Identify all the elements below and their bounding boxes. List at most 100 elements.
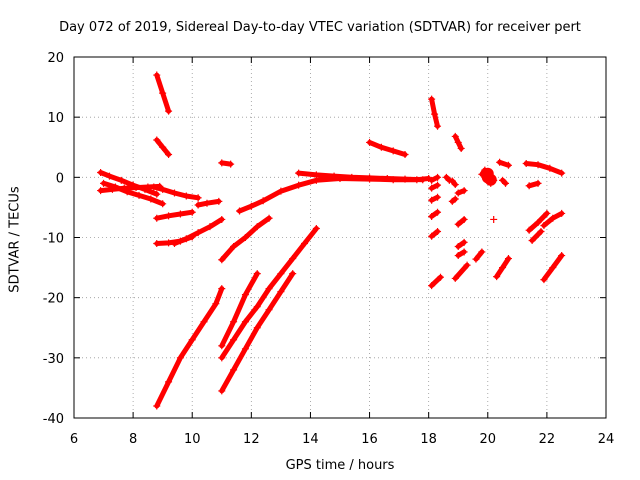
data-segment (493, 255, 512, 281)
data-point (165, 239, 173, 247)
data-point (434, 227, 442, 235)
data-point (434, 193, 442, 201)
grid-lines (74, 57, 606, 418)
data-segment (454, 238, 468, 251)
data-point (236, 207, 244, 215)
data-point (451, 274, 459, 282)
x-tick-label: 16 (361, 432, 378, 447)
data-point (366, 138, 374, 146)
data-point (182, 192, 190, 200)
data-point (454, 189, 462, 197)
data-point (176, 210, 184, 218)
data-point (241, 291, 249, 299)
data-point (330, 172, 338, 180)
data-point (111, 183, 119, 191)
data-point (493, 273, 501, 281)
data-segment (218, 270, 261, 350)
data-point (534, 218, 542, 226)
data-point (194, 194, 202, 202)
data-trace (154, 286, 225, 409)
data-point (265, 285, 273, 293)
data-segment (428, 95, 442, 130)
data-point (460, 248, 468, 256)
x-tick-label: 6 (70, 432, 78, 447)
data-cluster (484, 173, 497, 186)
data-point (460, 215, 468, 223)
data-segment (454, 248, 468, 260)
data-point (454, 138, 462, 146)
data-point (253, 303, 261, 311)
data-point (366, 174, 374, 182)
data-point (528, 237, 536, 245)
data-point (176, 354, 184, 362)
data-point (460, 238, 468, 246)
y-tick-label: 10 (47, 111, 64, 126)
data-segment (295, 169, 427, 184)
data-segment (448, 177, 459, 189)
data-point (159, 185, 167, 193)
data-point (218, 159, 226, 167)
data-trace (219, 271, 260, 349)
data-point (215, 197, 223, 205)
data-point (218, 215, 226, 223)
data-point (182, 235, 190, 243)
y-tick-label: 20 (47, 51, 64, 66)
data-segment (540, 209, 566, 229)
data-point (543, 209, 551, 217)
data-point (165, 378, 173, 386)
data-point (230, 243, 238, 251)
data-segment (366, 138, 409, 158)
data-trace (473, 249, 485, 262)
data-point (200, 318, 208, 326)
data-segment (218, 270, 297, 395)
data-segment (454, 187, 468, 197)
data-segment (153, 136, 173, 158)
data-point (153, 136, 161, 144)
data-point (434, 173, 442, 181)
data-point (448, 177, 456, 185)
data-point (153, 402, 161, 410)
data-point (496, 158, 504, 166)
data-point (348, 173, 356, 181)
data-point (434, 122, 442, 130)
data-point (540, 276, 548, 284)
data-point (442, 173, 450, 181)
data-point (97, 187, 105, 195)
data-point (457, 144, 465, 152)
x-axis-label: GPS time / hours (285, 458, 395, 473)
data-point (504, 255, 512, 263)
data-trace (154, 209, 195, 221)
data-point (253, 270, 261, 278)
data-point (534, 161, 542, 169)
data-segment (150, 183, 202, 202)
data-segment (472, 248, 486, 263)
data-point (165, 212, 173, 220)
x-tick-label: 22 (539, 432, 556, 447)
data-segment (540, 252, 566, 284)
x-tick-label: 20 (480, 432, 497, 447)
data-point (451, 132, 459, 140)
x-tick-label: 18 (420, 432, 437, 447)
data-point (218, 256, 226, 264)
x-tick-label: 24 (598, 432, 615, 447)
data-point (454, 220, 462, 228)
data-segment (97, 169, 161, 198)
data-point (117, 176, 125, 184)
x-tick-label: 12 (243, 432, 260, 447)
data-point (428, 176, 436, 184)
data-point (253, 223, 261, 231)
data-point (105, 172, 113, 180)
data-point (218, 285, 226, 293)
data-point (170, 189, 178, 197)
data-point (377, 143, 385, 151)
data-point (549, 214, 557, 222)
data-segment (448, 195, 459, 205)
data-point (460, 187, 468, 195)
data-point (428, 196, 436, 204)
data-point (478, 248, 486, 256)
x-tick-label: 14 (302, 432, 319, 447)
data-point (212, 300, 220, 308)
data-point (428, 184, 436, 192)
data-point (295, 181, 303, 189)
